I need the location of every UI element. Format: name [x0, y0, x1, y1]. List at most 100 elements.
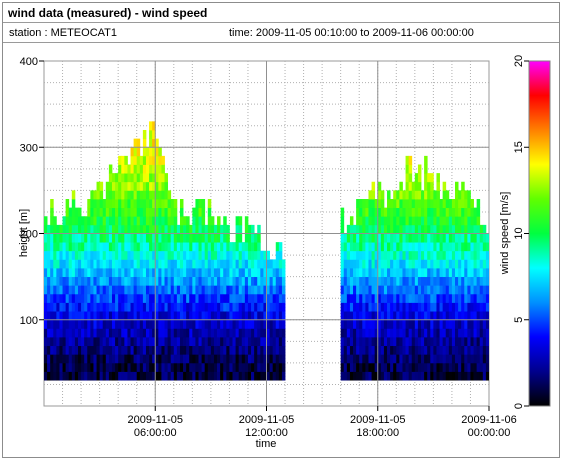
- heatmap-cell: [192, 337, 196, 347]
- heatmap-cell: [359, 250, 363, 260]
- heatmap-cell: [417, 371, 422, 381]
- heatmap-cell: [186, 259, 190, 269]
- heatmap-cell: [238, 354, 243, 364]
- heatmap-cell: [99, 337, 104, 347]
- heatmap-cell: [374, 259, 379, 269]
- heatmap-cell: [158, 371, 162, 381]
- heatmap-cell: [467, 190, 471, 200]
- heatmap-cell: [247, 371, 252, 381]
- heatmap-cell: [90, 311, 94, 321]
- heatmap-cell: [235, 250, 240, 260]
- heatmap-cell: [93, 250, 97, 260]
- heatmap-cell: [374, 285, 379, 295]
- heatmap-cell: [359, 268, 363, 278]
- heatmap-cell: [50, 250, 54, 260]
- heatmap-cell: [217, 319, 221, 329]
- heatmap-cell: [278, 293, 283, 303]
- heatmap-cell: [124, 233, 128, 243]
- heatmap-cell: [430, 345, 434, 355]
- heatmap-cell: [238, 371, 243, 381]
- heatmap-cell: [173, 259, 178, 269]
- heatmap-cell: [124, 259, 128, 269]
- heatmap-cell: [149, 147, 153, 157]
- heatmap-cell: [430, 250, 434, 260]
- heatmap-cell: [427, 216, 431, 226]
- heatmap-cell: [77, 250, 82, 260]
- heatmap-cell: [142, 233, 147, 243]
- heatmap-cell: [53, 293, 57, 303]
- heatmap-cell: [176, 328, 181, 338]
- heatmap-cell: [93, 285, 97, 295]
- heatmap-cell: [84, 371, 88, 381]
- heatmap-cell: [62, 362, 67, 372]
- heatmap-cell: [149, 233, 153, 243]
- heatmap-cell: [96, 250, 101, 260]
- heatmap-cell: [189, 233, 193, 243]
- heatmap-cell: [402, 345, 406, 355]
- heatmap-cell: [374, 337, 379, 347]
- heatmap-cell: [455, 250, 459, 260]
- heatmap-cell: [424, 190, 428, 200]
- heatmap-cell: [133, 242, 138, 252]
- heatmap-cell: [436, 276, 440, 286]
- heatmap-cell: [241, 371, 246, 381]
- heatmap-cell: [201, 362, 206, 372]
- heatmap-cell: [179, 242, 184, 252]
- heatmap-cell: [464, 242, 468, 252]
- heatmap-cell: [349, 371, 354, 381]
- heatmap-cell: [377, 207, 382, 217]
- heatmap-cell: [179, 259, 184, 269]
- heatmap-cell: [411, 216, 416, 226]
- heatmap-cell: [158, 164, 162, 174]
- heatmap-cell: [349, 268, 354, 278]
- heatmap-cell: [99, 181, 104, 191]
- heatmap-cell: [467, 216, 471, 226]
- heatmap-cell: [365, 319, 369, 329]
- heatmap-cell: [247, 354, 252, 364]
- heatmap-cell: [473, 207, 478, 217]
- heatmap-cell: [383, 319, 388, 329]
- heatmap-cell: [275, 337, 280, 347]
- heatmap-cell: [207, 216, 212, 226]
- heatmap-cell: [130, 259, 135, 269]
- heatmap-cell: [167, 250, 172, 260]
- heatmap-cell: [74, 328, 79, 338]
- heatmap-cell: [96, 242, 101, 252]
- heatmap-cell: [210, 293, 215, 303]
- heatmap-cell: [417, 181, 422, 191]
- heatmap-cell: [359, 259, 363, 269]
- heatmap-cell: [473, 371, 478, 381]
- heatmap-cell: [356, 224, 360, 234]
- heatmap-cell: [149, 328, 153, 338]
- heatmap-cell: [198, 233, 203, 243]
- heatmap-cell: [458, 190, 462, 200]
- heatmap-cell: [405, 371, 410, 381]
- heatmap-cell: [482, 311, 487, 321]
- heatmap-cell: [427, 345, 431, 355]
- heatmap-cell: [99, 328, 104, 338]
- heatmap-cell: [383, 276, 388, 286]
- heatmap-cell: [278, 362, 283, 372]
- heatmap-cell: [436, 216, 440, 226]
- heatmap-cell: [201, 276, 206, 286]
- heatmap-cell: [111, 354, 116, 364]
- heatmap-cell: [77, 233, 82, 243]
- heatmap-cell: [464, 302, 468, 312]
- heatmap-cell: [433, 250, 437, 260]
- heatmap-cell: [238, 224, 243, 234]
- heatmap-cell: [476, 259, 481, 269]
- heatmap-cell: [105, 311, 110, 321]
- heatmap-cell: [87, 259, 91, 269]
- heatmap-cell: [436, 173, 440, 183]
- heatmap-cell: [217, 354, 221, 364]
- heatmap-cell: [445, 250, 450, 260]
- heatmap-cell: [59, 268, 63, 278]
- heatmap-cell: [186, 285, 190, 295]
- heatmap-cell: [470, 345, 474, 355]
- y-axis-title: height [m]: [18, 209, 30, 257]
- heatmap-cell: [158, 207, 162, 217]
- heatmap-cell: [201, 371, 206, 381]
- heatmap-cell: [482, 319, 487, 329]
- heatmap-cell: [226, 259, 230, 269]
- heatmap-cell: [464, 328, 468, 338]
